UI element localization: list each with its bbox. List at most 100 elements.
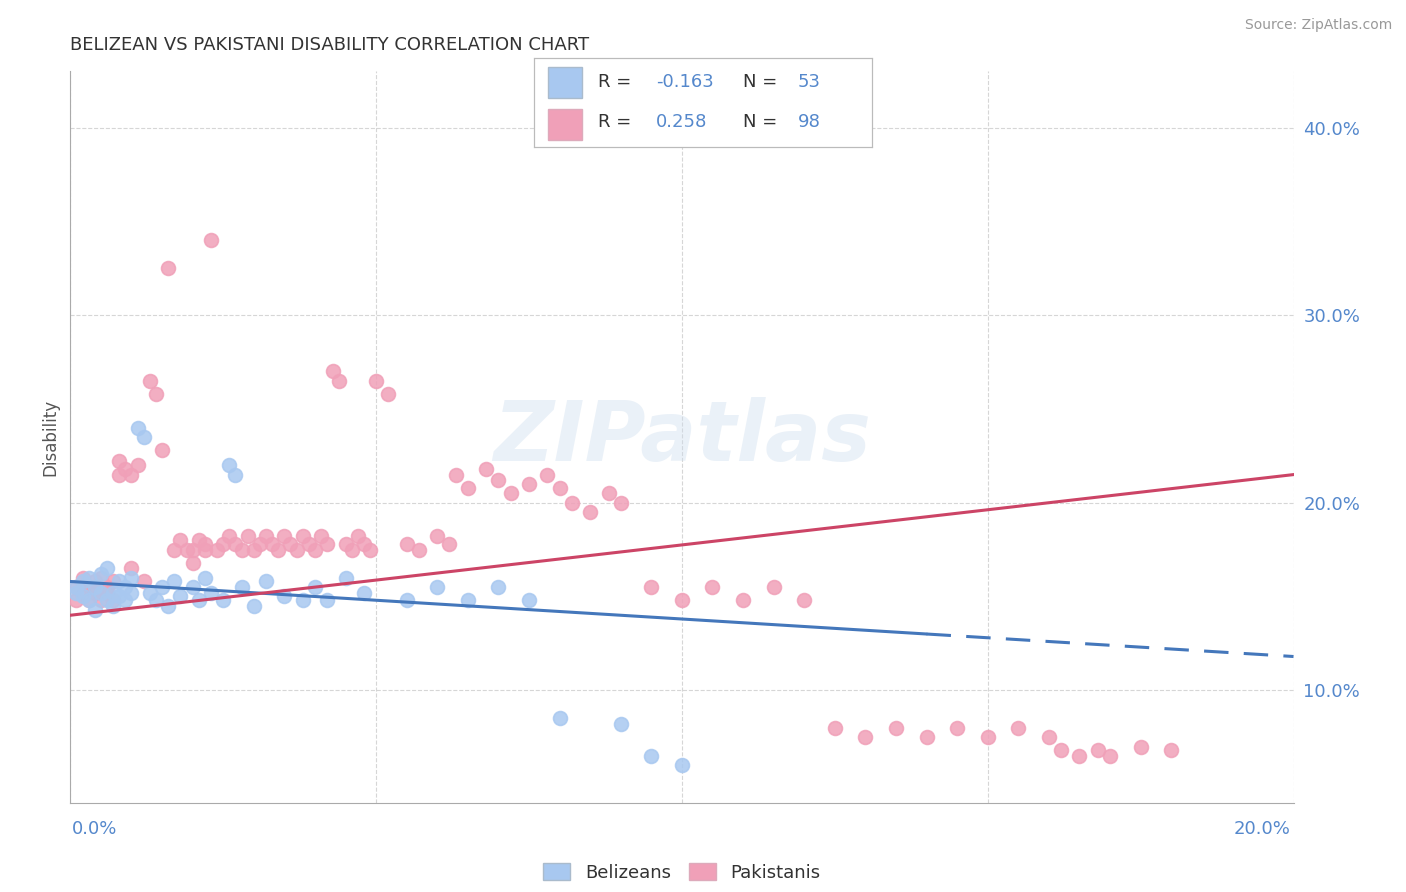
Point	[150, 580, 173, 594]
Point	[262, 537, 284, 551]
Point	[108, 574, 131, 589]
Point	[249, 537, 271, 551]
Text: 0.0%: 0.0%	[72, 820, 117, 838]
Point	[83, 586, 105, 600]
Point	[976, 730, 998, 744]
Point	[139, 586, 162, 600]
Point	[304, 542, 326, 557]
Point	[108, 454, 131, 468]
Point	[884, 721, 907, 735]
Text: N =: N =	[744, 113, 783, 131]
Point	[1160, 743, 1182, 757]
Point	[96, 580, 118, 594]
Point	[72, 574, 94, 589]
Point	[733, 593, 755, 607]
Point	[395, 593, 418, 607]
Point	[444, 467, 467, 482]
Point	[236, 529, 259, 543]
Point	[127, 420, 149, 434]
Point	[273, 590, 295, 604]
Point	[114, 593, 136, 607]
Point	[108, 467, 131, 482]
Text: 0.258: 0.258	[655, 113, 707, 131]
Point	[457, 481, 479, 495]
Point	[169, 590, 191, 604]
Point	[671, 593, 693, 607]
Point	[335, 537, 357, 551]
Point	[150, 443, 173, 458]
Point	[101, 593, 124, 607]
Text: R =: R =	[599, 113, 637, 131]
Legend: Belizeans, Pakistanis: Belizeans, Pakistanis	[536, 856, 828, 888]
Point	[200, 586, 222, 600]
Point	[291, 593, 314, 607]
Point	[96, 561, 118, 575]
Text: 98: 98	[797, 113, 820, 131]
Point	[1069, 748, 1091, 763]
Point	[114, 462, 136, 476]
Point	[77, 593, 100, 607]
Point	[169, 533, 191, 548]
Point	[316, 593, 339, 607]
Point	[139, 374, 162, 388]
Point	[121, 561, 143, 575]
Y-axis label: Disability: Disability	[41, 399, 59, 475]
Point	[145, 387, 167, 401]
Point	[132, 574, 155, 589]
Point	[181, 542, 204, 557]
Point	[1099, 748, 1122, 763]
Point	[793, 593, 815, 607]
Point	[346, 529, 368, 543]
Point	[163, 542, 186, 557]
Point	[127, 458, 149, 473]
Point	[671, 758, 693, 772]
Point	[65, 580, 87, 594]
Point	[108, 590, 131, 604]
Point	[488, 580, 510, 594]
Point	[1129, 739, 1152, 754]
Point	[224, 537, 246, 551]
Point	[121, 586, 143, 600]
Point	[83, 602, 105, 616]
Point	[101, 586, 124, 600]
Point	[218, 529, 240, 543]
Point	[77, 571, 100, 585]
Point	[855, 730, 877, 744]
Point	[145, 593, 167, 607]
Text: 53: 53	[797, 73, 821, 91]
Point	[218, 458, 240, 473]
Point	[224, 467, 246, 482]
Point	[762, 580, 785, 594]
Point	[194, 571, 217, 585]
Point	[579, 505, 602, 519]
Point	[335, 571, 357, 585]
Point	[194, 537, 217, 551]
Point	[328, 374, 350, 388]
Point	[212, 593, 235, 607]
Point	[610, 717, 633, 731]
Point	[322, 364, 344, 378]
Point	[231, 542, 253, 557]
Point	[366, 374, 388, 388]
Point	[1038, 730, 1060, 744]
Point	[1050, 743, 1073, 757]
Point	[377, 387, 399, 401]
Point	[96, 593, 118, 607]
Text: ZIPatlas: ZIPatlas	[494, 397, 870, 477]
Point	[475, 462, 498, 476]
Point	[163, 574, 186, 589]
Point	[243, 542, 266, 557]
Point	[72, 590, 94, 604]
Point	[90, 586, 112, 600]
Point	[426, 580, 449, 594]
Point	[187, 533, 209, 548]
Point	[640, 748, 662, 763]
Point	[90, 566, 112, 581]
Point	[353, 537, 375, 551]
Point	[1087, 743, 1109, 757]
Point	[316, 537, 339, 551]
Point	[77, 580, 100, 594]
Point	[702, 580, 724, 594]
Point	[291, 529, 314, 543]
Point	[488, 473, 510, 487]
